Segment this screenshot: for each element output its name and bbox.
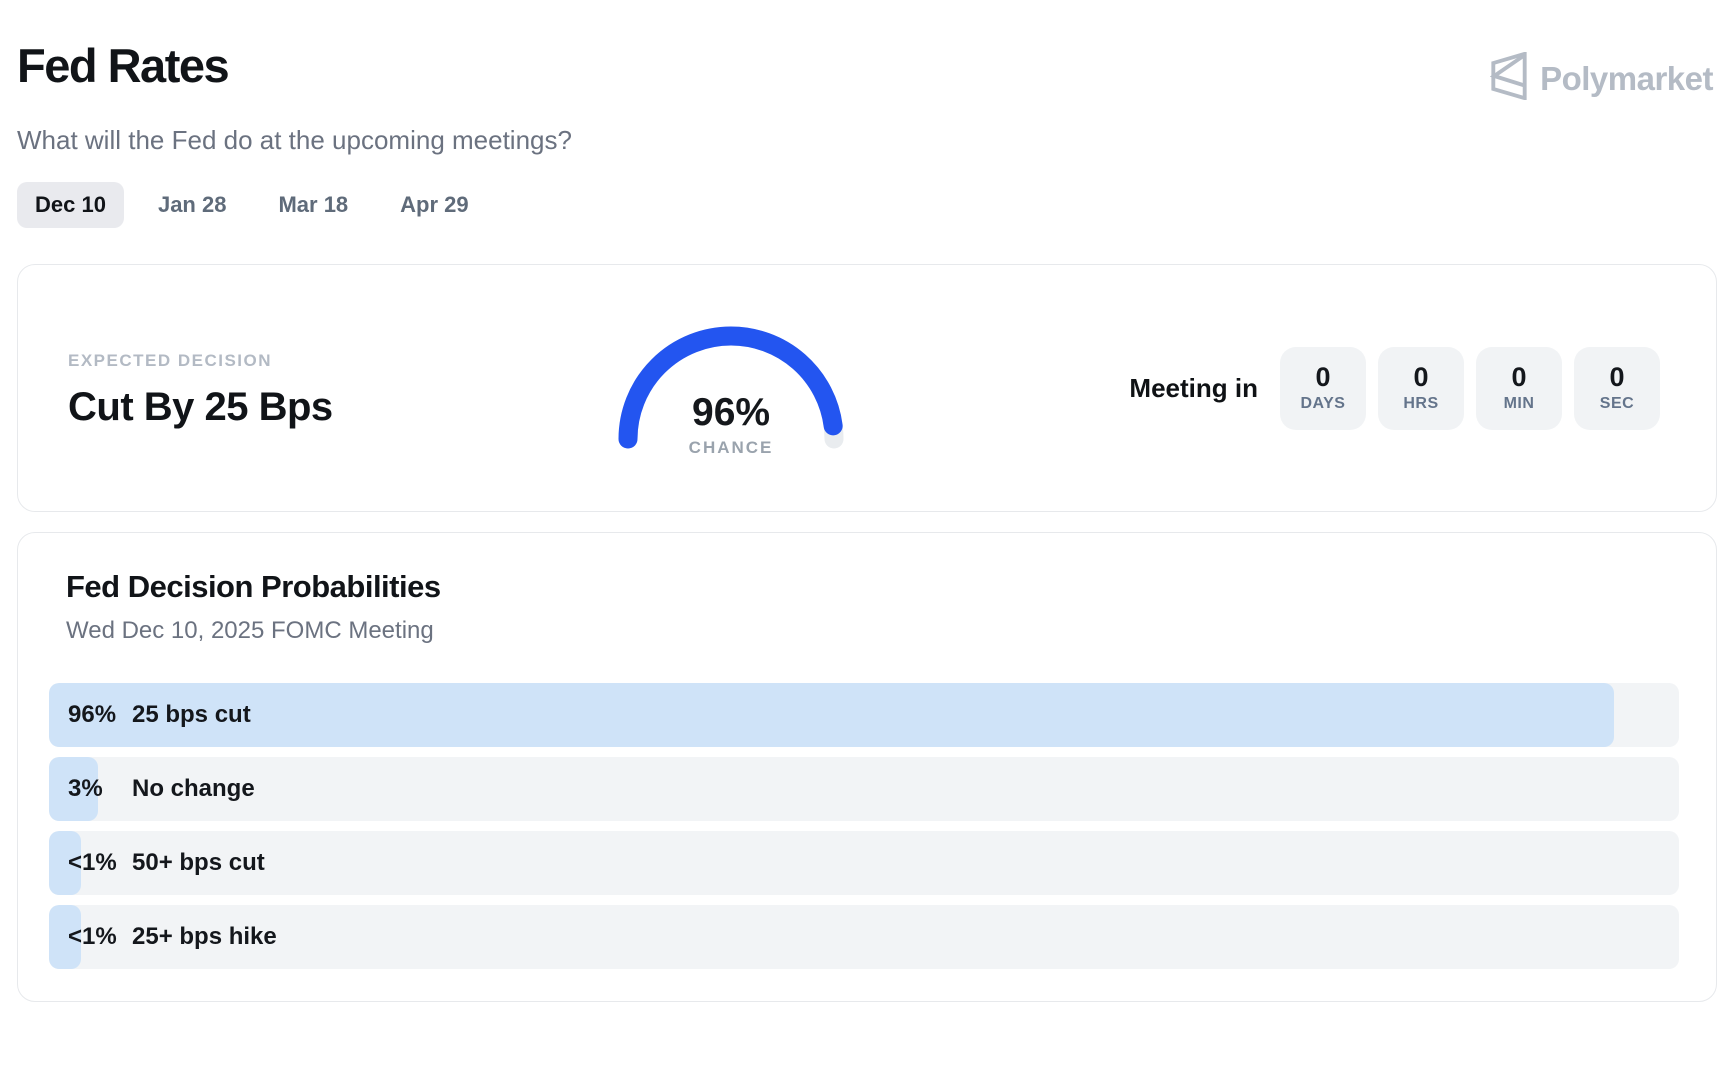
page-title: Fed Rates xyxy=(17,39,230,92)
probability-outcome: 50+ bps cut xyxy=(132,849,265,876)
probability-pct: <1% xyxy=(68,923,117,950)
meeting-countdown: Meeting in 0 DAYS 0 HRS 0 MIN 0 SEC xyxy=(1129,346,1660,430)
countdown-days-value: 0 xyxy=(1315,361,1331,392)
probability-row-no-change[interactable]: 3% No change xyxy=(49,757,1679,821)
countdown-min-unit: MIN xyxy=(1503,395,1535,413)
probability-row-25-bps-hike[interactable]: <1% 25+ bps hike xyxy=(49,905,1679,969)
countdown-tile-hrs: 0 HRS xyxy=(1377,346,1464,430)
probability-pct: <1% xyxy=(68,849,117,876)
probability-row-50-bps-cut[interactable]: <1% 50+ bps cut xyxy=(49,831,1679,895)
polymarket-wordmark: Polymarket xyxy=(1540,59,1713,97)
probabilities-subtitle: Wed Dec 10, 2025 FOMC Meeting xyxy=(66,617,434,644)
probabilities-title: Fed Decision Probabilities xyxy=(66,569,441,604)
probability-outcome: 25 bps cut xyxy=(132,701,251,728)
tab-mar-18[interactable]: Mar 18 xyxy=(260,182,366,228)
countdown-tile-sec: 0 SEC xyxy=(1573,346,1660,430)
probability-bars: 96% 25 bps cut 3% No change <1% 50+ bps … xyxy=(49,683,1679,969)
countdown-hrs-value: 0 xyxy=(1413,361,1429,392)
probability-pct: 3% xyxy=(68,775,103,802)
countdown-sec-unit: SEC xyxy=(1599,395,1635,413)
countdown-tile-days: 0 DAYS xyxy=(1279,346,1366,430)
countdown-hrs-unit: HRS xyxy=(1403,395,1439,413)
probability-outcome: No change xyxy=(132,775,255,802)
countdown-sec-value: 0 xyxy=(1609,361,1625,392)
gauge-text: 96% CHANCE xyxy=(618,391,844,458)
probability-pct: 96% xyxy=(68,701,117,728)
expected-decision-card: EXPECTED DECISION Cut By 25 Bps 96% CHAN… xyxy=(17,264,1717,512)
expected-decision-block: EXPECTED DECISION Cut By 25 Bps xyxy=(68,347,333,430)
probability-bar-fill xyxy=(49,683,1614,747)
probabilities-card: Fed Decision Probabilities Wed Dec 10, 2… xyxy=(17,532,1717,1002)
page-header: Fed Rates Polymarket xyxy=(17,38,1717,105)
gauge-caption: CHANCE xyxy=(688,438,774,457)
gauge-arc-fill xyxy=(618,326,844,449)
countdown-tile-min: 0 MIN xyxy=(1475,346,1562,430)
meeting-tabs: Dec 10 Jan 28 Mar 18 Apr 29 xyxy=(17,182,1717,228)
probability-bar-fill xyxy=(49,905,81,969)
probability-row-25-bps-cut[interactable]: 96% 25 bps cut xyxy=(49,683,1679,747)
tab-dec-10[interactable]: Dec 10 xyxy=(17,182,124,228)
tab-apr-29[interactable]: Apr 29 xyxy=(382,182,486,228)
polymarket-logo[interactable]: Polymarket xyxy=(1489,51,1713,105)
probability-bar-fill xyxy=(49,757,98,821)
chance-gauge: 96% CHANCE xyxy=(618,326,844,457)
expected-decision-value: Cut By 25 Bps xyxy=(68,384,333,429)
countdown-label: Meeting in xyxy=(1129,372,1258,403)
polymarket-prism-icon xyxy=(1489,51,1528,105)
tab-jan-28[interactable]: Jan 28 xyxy=(140,182,245,228)
page-subtitle: What will the Fed do at the upcoming mee… xyxy=(17,125,572,155)
probability-outcome: 25+ bps hike xyxy=(132,923,277,950)
countdown-tiles: 0 DAYS 0 HRS 0 MIN 0 SEC xyxy=(1279,346,1660,430)
countdown-days-unit: DAYS xyxy=(1300,395,1346,413)
gauge-value: 96% xyxy=(692,391,771,434)
countdown-min-value: 0 xyxy=(1511,361,1527,392)
expected-decision-eyebrow: EXPECTED DECISION xyxy=(68,350,273,370)
probability-bar-fill xyxy=(49,831,81,895)
